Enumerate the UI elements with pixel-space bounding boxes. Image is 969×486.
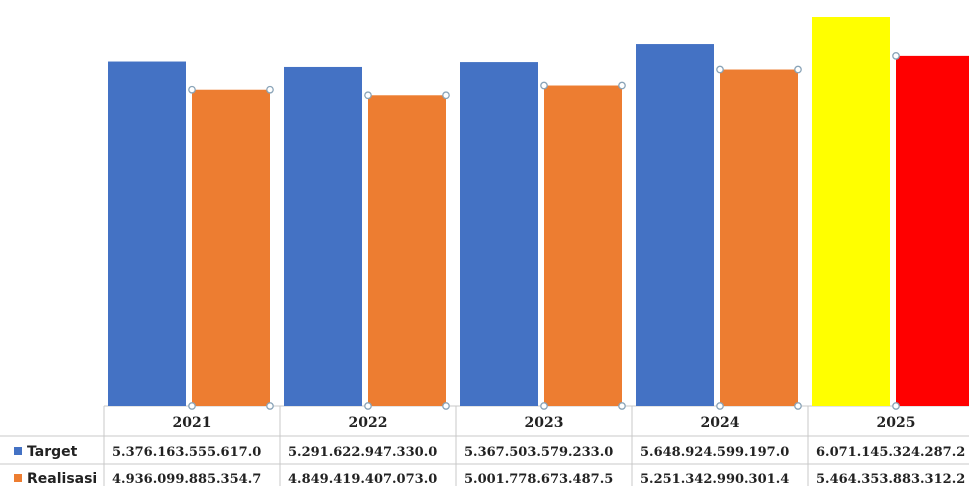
bar-realisasi-2023 bbox=[544, 85, 622, 406]
bar-target-2024 bbox=[636, 44, 714, 406]
category-label-2024: 2024 bbox=[701, 415, 740, 431]
legend-key-target bbox=[14, 447, 22, 455]
table-cell-target-2022: 5.291.622.947.330.0 bbox=[288, 445, 437, 460]
legend-key-realisasi bbox=[14, 474, 22, 482]
category-label-2025: 2025 bbox=[877, 415, 916, 431]
category-label-2022: 2022 bbox=[349, 415, 388, 431]
selection-handle bbox=[364, 402, 372, 410]
bar-target-2021 bbox=[108, 61, 186, 406]
selection-handle bbox=[716, 65, 724, 74]
selection-handle bbox=[540, 81, 548, 90]
selection-handle bbox=[442, 402, 450, 410]
table-cell-realisasi-2024: 5.251.342.990.301.4 bbox=[640, 472, 789, 486]
table-cell-target-2023: 5.367.503.579.233.0 bbox=[464, 445, 613, 460]
bar-realisasi-2022 bbox=[368, 95, 446, 407]
table-cell-realisasi-2023: 5.001.778.673.487.5 bbox=[464, 472, 613, 486]
selection-handle bbox=[188, 85, 196, 94]
bar-target-2025 bbox=[812, 17, 890, 406]
selection-handle bbox=[892, 52, 900, 60]
category-label-2021: 2021 bbox=[173, 415, 212, 431]
bar-realisasi-2021 bbox=[192, 89, 270, 406]
table-cell-target-2021: 5.376.163.555.617.0 bbox=[112, 445, 261, 460]
legend-label-target: Target bbox=[27, 444, 78, 460]
selection-handle bbox=[794, 402, 802, 410]
selection-handle bbox=[618, 81, 626, 90]
selection-handle bbox=[442, 91, 450, 100]
category-label-2023: 2023 bbox=[525, 415, 564, 431]
table-cell-target-2024: 5.648.924.599.197.0 bbox=[640, 445, 789, 460]
table-cell-realisasi-2025: 5.464.353.883.312.2 bbox=[816, 472, 965, 486]
selection-handle bbox=[364, 91, 372, 100]
selection-handle bbox=[892, 402, 900, 410]
selection-handle bbox=[618, 402, 626, 410]
selection-handle bbox=[266, 85, 274, 94]
selection-handle bbox=[540, 402, 548, 410]
selection-handle bbox=[794, 65, 802, 74]
selection-handle bbox=[266, 402, 274, 410]
bar-realisasi-2025 bbox=[896, 55, 969, 406]
table-cell-target-2025: 6.071.145.324.287.2 bbox=[816, 445, 965, 460]
selection-handle bbox=[716, 402, 724, 410]
bar-target-2022 bbox=[284, 66, 362, 407]
bar-realisasi-2024 bbox=[720, 69, 798, 406]
bar-target-2023 bbox=[460, 62, 538, 407]
table-cell-realisasi-2021: 4.936.099.885.354.7 bbox=[112, 472, 261, 486]
table-cell-realisasi-2022: 4.849.419.407.073.0 bbox=[288, 472, 437, 486]
legend-label-realisasi: Realisasi bbox=[27, 471, 97, 486]
selection-handle bbox=[188, 402, 196, 410]
